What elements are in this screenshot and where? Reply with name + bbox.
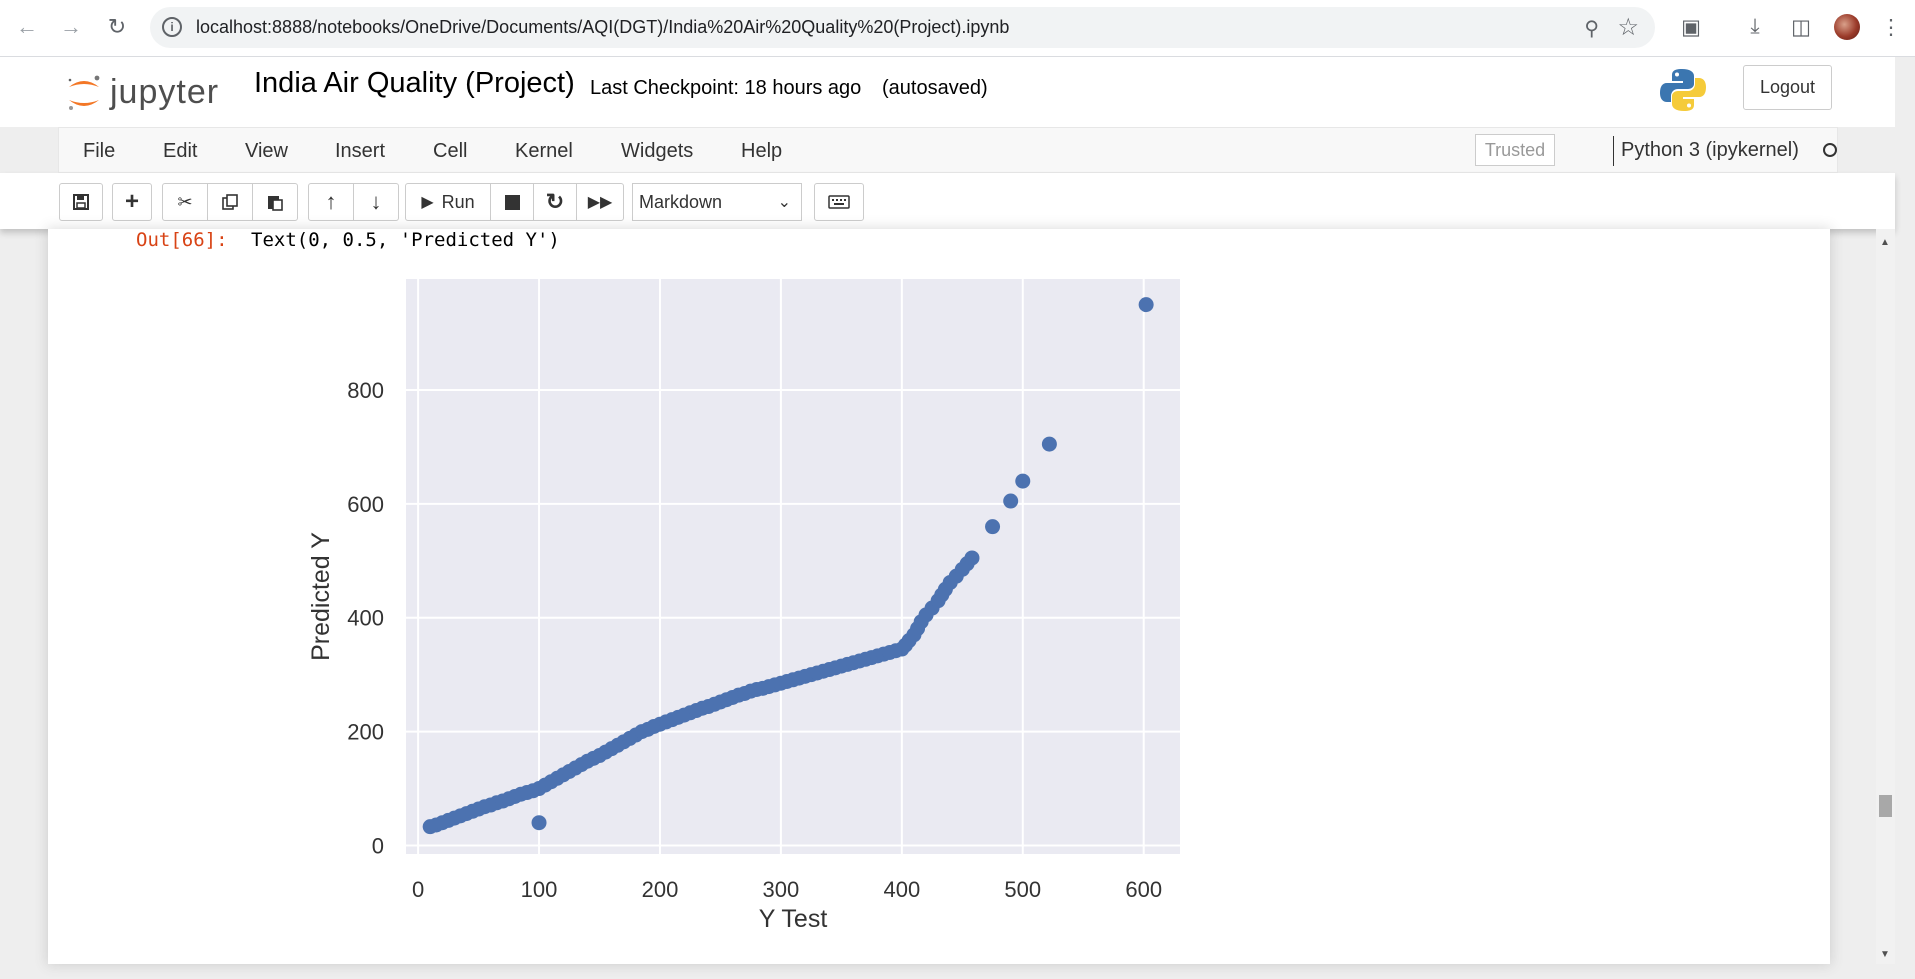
run-button[interactable]: ▶ Run xyxy=(405,183,491,221)
y-tick-label: 0 xyxy=(372,833,384,858)
site-info-icon[interactable]: i xyxy=(162,17,182,37)
python-logo-icon xyxy=(1660,69,1706,111)
notebook-toolbar: + ✂ ↑ ↓ ▶ Run ↻ ▶▶ Markdown ⌄ xyxy=(0,173,1895,229)
add-icon: + xyxy=(124,188,139,215)
restart-icon: ↻ xyxy=(545,189,565,214)
x-tick-label: 500 xyxy=(1004,877,1041,902)
menu-kernel[interactable]: Kernel xyxy=(515,140,573,162)
cut-button[interactable]: ✂ xyxy=(162,183,208,221)
y-tick-label: 400 xyxy=(347,606,384,631)
data-point xyxy=(985,519,1001,535)
save-icon xyxy=(73,194,89,210)
x-tick-label: 400 xyxy=(883,877,920,902)
forward-icon[interactable]: → xyxy=(60,14,82,39)
x-tick-label: 200 xyxy=(642,877,679,902)
jupyter-wordmark: jupyter xyxy=(110,73,220,111)
back-icon[interactable]: ← xyxy=(16,14,38,39)
data-point xyxy=(531,815,547,831)
data-point xyxy=(964,550,980,566)
notebook-title[interactable]: India Air Quality (Project) xyxy=(254,67,575,99)
page-scrollbar[interactable]: ▲ ▼ xyxy=(1876,229,1895,964)
interrupt-button[interactable] xyxy=(490,183,534,221)
menu-insert[interactable]: Insert xyxy=(335,140,386,162)
y-tick-label: 200 xyxy=(347,720,384,745)
reload-icon[interactable]: ↻ xyxy=(107,14,127,39)
menu-widgets[interactable]: Widgets xyxy=(621,140,694,162)
y-tick-label: 800 xyxy=(347,378,384,403)
cut-icon: ✂ xyxy=(177,191,193,212)
paste-button[interactable] xyxy=(252,183,298,221)
data-point xyxy=(1003,493,1019,509)
menu-file[interactable]: File xyxy=(83,140,116,162)
checkpoint-status: Last Checkpoint: 18 hours ago xyxy=(590,77,862,99)
x-axis-label: Y Test xyxy=(759,905,828,933)
output-prompt: Out[66]: xyxy=(136,229,228,251)
move-down-button[interactable]: ↓ xyxy=(353,183,399,221)
run-label: Run xyxy=(441,191,475,212)
menu-kebab-icon[interactable]: ⋮ xyxy=(1880,15,1902,39)
scroll-up-icon[interactable]: ▲ xyxy=(1880,237,1890,248)
scrollbar-thumb[interactable] xyxy=(1879,795,1892,817)
autosave-status: (autosaved) xyxy=(882,77,988,99)
chevron-down-icon: ⌄ xyxy=(777,194,791,211)
kernel-separator xyxy=(1613,136,1614,166)
x-tick-label: 0 xyxy=(412,877,424,902)
jupyter-logo-icon xyxy=(68,75,100,110)
x-tick-label: 600 xyxy=(1125,877,1162,902)
scatter-plot: 0 100 200 300 400 500 600 0 200 400 600 800 Y Test Pr… xyxy=(307,279,1180,933)
notebook-container: Out[66]: Text(0, 0.5, 'Predicted Y') 0 10… xyxy=(48,229,1830,964)
move-down-icon: ↓ xyxy=(370,189,382,214)
logout-button[interactable]: Logout xyxy=(1743,65,1832,110)
kernel-idle-icon xyxy=(1823,143,1837,157)
x-tick-label: 100 xyxy=(521,877,558,902)
move-up-icon: ↑ xyxy=(325,189,337,214)
move-up-button[interactable]: ↑ xyxy=(308,183,354,221)
menu-edit[interactable]: Edit xyxy=(163,140,198,162)
cell-type-value: Markdown xyxy=(639,191,723,212)
insert-cell-button[interactable]: + xyxy=(112,183,152,221)
scroll-down-icon[interactable]: ▼ xyxy=(1880,949,1890,960)
command-palette-button[interactable] xyxy=(814,183,864,221)
copy-button[interactable] xyxy=(207,183,253,221)
bookmark-star-icon[interactable]: ☆ xyxy=(1617,14,1639,41)
y-tick-label: 600 xyxy=(347,492,384,517)
profile-avatar[interactable] xyxy=(1834,14,1860,40)
url-text[interactable]: localhost:8888/notebooks/OneDrive/Docume… xyxy=(196,17,1010,37)
restart-button[interactable]: ↻ xyxy=(533,183,577,221)
data-point xyxy=(1041,436,1057,452)
data-point xyxy=(1138,297,1154,313)
browser-toolbar: ← → ↻ i localhost:8888/notebooks/OneDriv… xyxy=(0,0,1915,57)
y-axis-label: Predicted Y xyxy=(307,532,335,661)
jupyter-logo[interactable]: jupyter xyxy=(66,67,256,115)
side-panel-icon[interactable]: ◫ xyxy=(1791,15,1811,39)
zoom-icon[interactable]: ⚲ xyxy=(1584,18,1599,40)
fast-forward-icon: ▶▶ xyxy=(587,194,613,211)
save-button[interactable] xyxy=(59,183,103,221)
menu-help[interactable]: Help xyxy=(741,140,783,162)
x-tick-label: 300 xyxy=(763,877,800,902)
download-icon[interactable]: ⤓ xyxy=(1750,15,1760,38)
output-text: Text(0, 0.5, 'Predicted Y') xyxy=(251,229,560,251)
kernel-name[interactable]: Python 3 (ipykernel) xyxy=(1621,139,1799,161)
restart-run-all-button[interactable]: ▶▶ xyxy=(576,183,624,221)
menu-bar: File Edit View Insert Cell Kernel Widget… xyxy=(58,127,1838,173)
keyboard-icon xyxy=(828,195,850,209)
address-bar[interactable]: i localhost:8888/notebooks/OneDrive/Docu… xyxy=(150,7,1655,48)
menu-cell[interactable]: Cell xyxy=(433,140,468,162)
paste-icon xyxy=(268,196,283,211)
run-icon: ▶ xyxy=(421,194,434,211)
data-point xyxy=(1015,473,1031,489)
extensions-icon[interactable]: ▣ xyxy=(1681,15,1701,39)
plot-area xyxy=(406,279,1180,854)
menu-view[interactable]: View xyxy=(245,140,288,162)
cell-type-select[interactable]: Markdown ⌄ xyxy=(632,183,802,221)
stop-icon xyxy=(504,194,520,210)
trusted-indicator[interactable]: Trusted xyxy=(1475,134,1555,166)
copy-icon xyxy=(222,194,238,210)
jupyter-header: jupyter India Air Quality (Project) Last… xyxy=(0,57,1895,127)
